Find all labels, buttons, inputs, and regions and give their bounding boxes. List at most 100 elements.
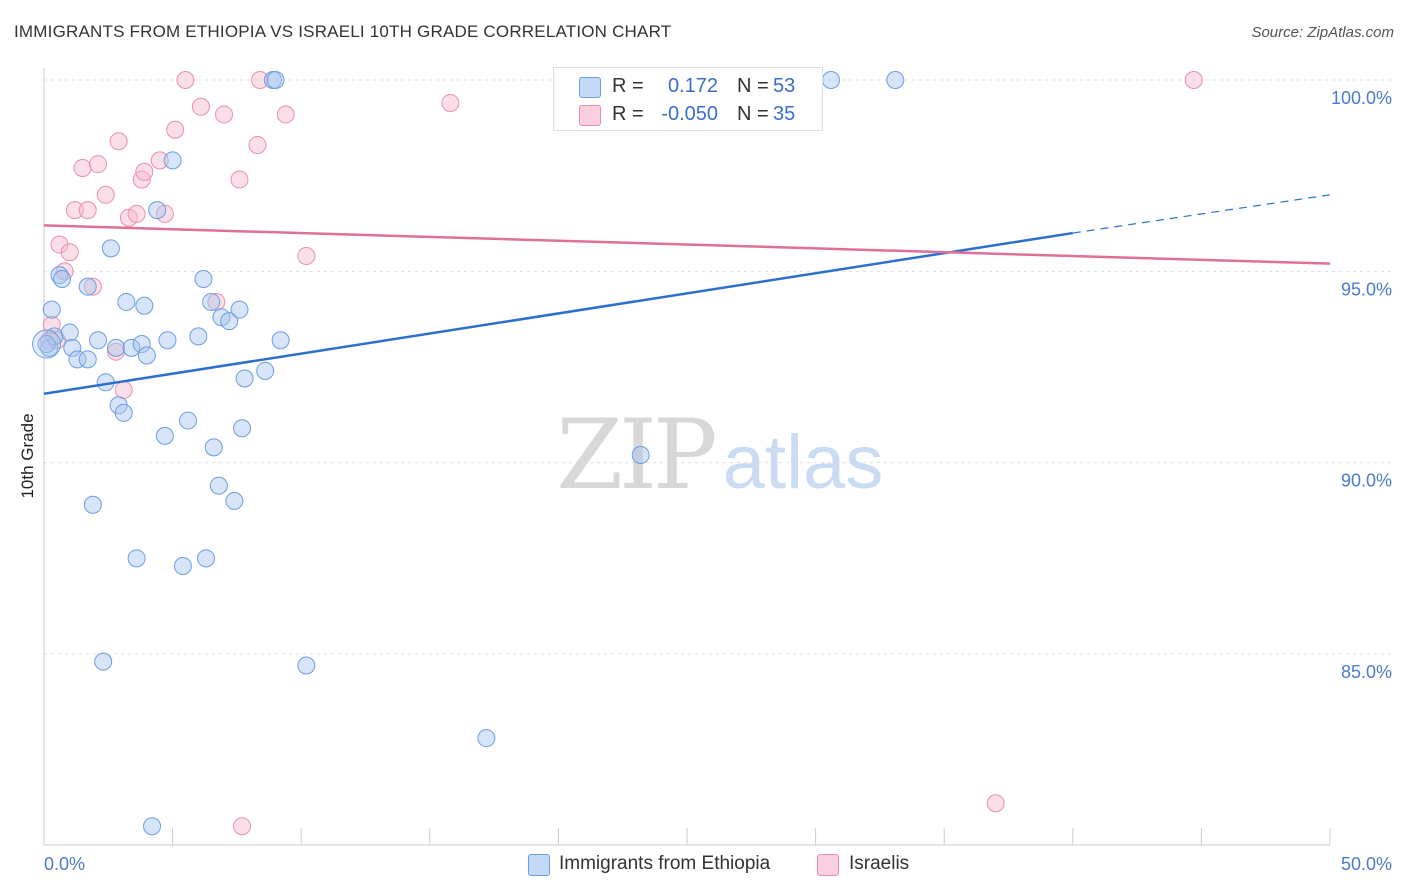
israeli-trend-line xyxy=(43,224,1331,265)
y-tick-label: 95.0% xyxy=(1341,279,1392,299)
ethiopia-point xyxy=(101,239,120,258)
ethiopia-point xyxy=(37,335,56,354)
ethiopia-point xyxy=(83,495,102,514)
ethiopia-point xyxy=(209,476,228,495)
legend-swatch xyxy=(528,854,550,876)
ethiopia-point xyxy=(194,269,213,288)
israeli-point xyxy=(1184,71,1203,89)
ethiopia-point xyxy=(204,438,223,457)
israeli-point xyxy=(986,794,1005,813)
ethiopia-point xyxy=(220,312,239,331)
ethiopia-points xyxy=(32,71,905,836)
israeli-point xyxy=(78,201,97,220)
watermark: ZIP atlas xyxy=(556,399,883,511)
ethiopia-point xyxy=(89,331,108,350)
israeli-point xyxy=(215,105,234,124)
ethiopia-point xyxy=(148,201,167,220)
ethiopia-point xyxy=(32,329,62,359)
watermark-atlas: atlas xyxy=(723,420,884,505)
israeli-point xyxy=(89,155,108,174)
ethiopia-point xyxy=(179,411,198,430)
x-tick-label-max: 50.0% xyxy=(1341,854,1392,874)
ethiopia-point xyxy=(163,151,182,170)
israeli-point xyxy=(83,277,102,296)
ethiopia-point xyxy=(132,335,151,354)
israeli-point xyxy=(441,93,460,112)
israeli-point xyxy=(176,71,195,89)
ethiopia-point xyxy=(78,277,97,296)
y-tick-label: 100.0% xyxy=(1331,88,1392,108)
ethiopia-point xyxy=(53,269,72,288)
ethiopia-point xyxy=(225,491,244,510)
ethiopia-point xyxy=(122,338,141,357)
israeli-point xyxy=(127,204,146,223)
gridlines xyxy=(44,79,1392,655)
israeli-point xyxy=(73,159,92,178)
legend-swatch xyxy=(817,854,839,876)
israeli-point xyxy=(297,247,316,266)
legend-r-value: -0.050 xyxy=(661,103,718,125)
israeli-point xyxy=(276,105,295,124)
legend-n-value: 35 xyxy=(773,103,796,125)
israeli-point xyxy=(191,97,210,116)
source-label: Source: ZipAtlas.com xyxy=(1251,24,1394,41)
israeli-point xyxy=(248,136,267,155)
ethiopia-point xyxy=(60,323,79,342)
israeli-point xyxy=(150,151,169,170)
series-legend: Immigrants from Ethiopia Israelis xyxy=(0,852,1406,878)
legend-r-value: 0.172 xyxy=(667,75,718,97)
israeli-point xyxy=(251,71,270,89)
israeli-point xyxy=(233,817,252,836)
ethiopia-point xyxy=(117,292,136,311)
ethiopia-point xyxy=(297,656,316,675)
ethiopia-point xyxy=(197,549,216,568)
ethiopia-point xyxy=(94,652,113,671)
israeli-point xyxy=(60,243,79,262)
ethiopia-point xyxy=(127,549,146,568)
legend-n-label: N = xyxy=(737,103,769,125)
israeli-point xyxy=(96,185,115,204)
x-tick-label-min: 0.0% xyxy=(44,854,85,874)
legend-label: Israelis xyxy=(849,853,910,874)
ethiopia-point xyxy=(266,71,285,89)
axes xyxy=(43,68,1331,846)
legend-row-israelis: R = -0.050 N = 35 xyxy=(554,100,822,130)
israeli-point xyxy=(114,380,133,399)
ethiopia-point xyxy=(155,426,174,445)
israeli-point xyxy=(50,235,69,254)
legend-r-label: R = xyxy=(612,103,644,125)
israeli-point xyxy=(109,132,128,151)
ethiopia-point xyxy=(173,556,192,575)
ethiopia-point xyxy=(202,292,221,311)
ethiopia-point xyxy=(256,361,275,380)
ethiopia-point xyxy=(78,350,97,369)
trend-lines xyxy=(43,194,1331,396)
ethiopia-point xyxy=(189,327,208,346)
ethiopia-point xyxy=(68,350,87,369)
ethiopia-point xyxy=(137,346,156,365)
y-tick-label: 85.0% xyxy=(1341,662,1392,682)
israeli-point xyxy=(230,170,249,189)
legend-n-value: 53 xyxy=(773,75,796,97)
ethiopia-point xyxy=(135,296,154,315)
ethiopia-point xyxy=(886,71,905,89)
ethiopia-point xyxy=(63,338,82,357)
stats-legend: R = 0.172 N = 53 R = -0.050 N = 35 xyxy=(553,67,823,131)
chart-title: IMMIGRANTS FROM ETHIOPIA VS ISRAELI 10TH… xyxy=(14,22,672,41)
legend-row-ethiopia: R = 0.172 N = 53 xyxy=(554,72,822,102)
israelis-points xyxy=(40,71,1203,836)
y-tick-label: 90.0% xyxy=(1341,471,1392,491)
ethiopia-point xyxy=(143,817,162,836)
ethiopia-point xyxy=(822,71,841,89)
legend-swatch-israelis xyxy=(579,105,601,126)
ethiopia-point xyxy=(477,729,496,748)
watermark-zip: ZIP xyxy=(556,399,715,511)
legend-r-label: R = xyxy=(612,75,644,97)
israeli-point xyxy=(65,201,84,220)
ethiopia-point xyxy=(271,331,290,350)
legend-n-label: N = xyxy=(737,75,769,97)
ethiopia-point xyxy=(233,419,252,438)
ethiopia-point xyxy=(107,338,126,357)
ethiopia-trend-line xyxy=(43,231,1073,396)
